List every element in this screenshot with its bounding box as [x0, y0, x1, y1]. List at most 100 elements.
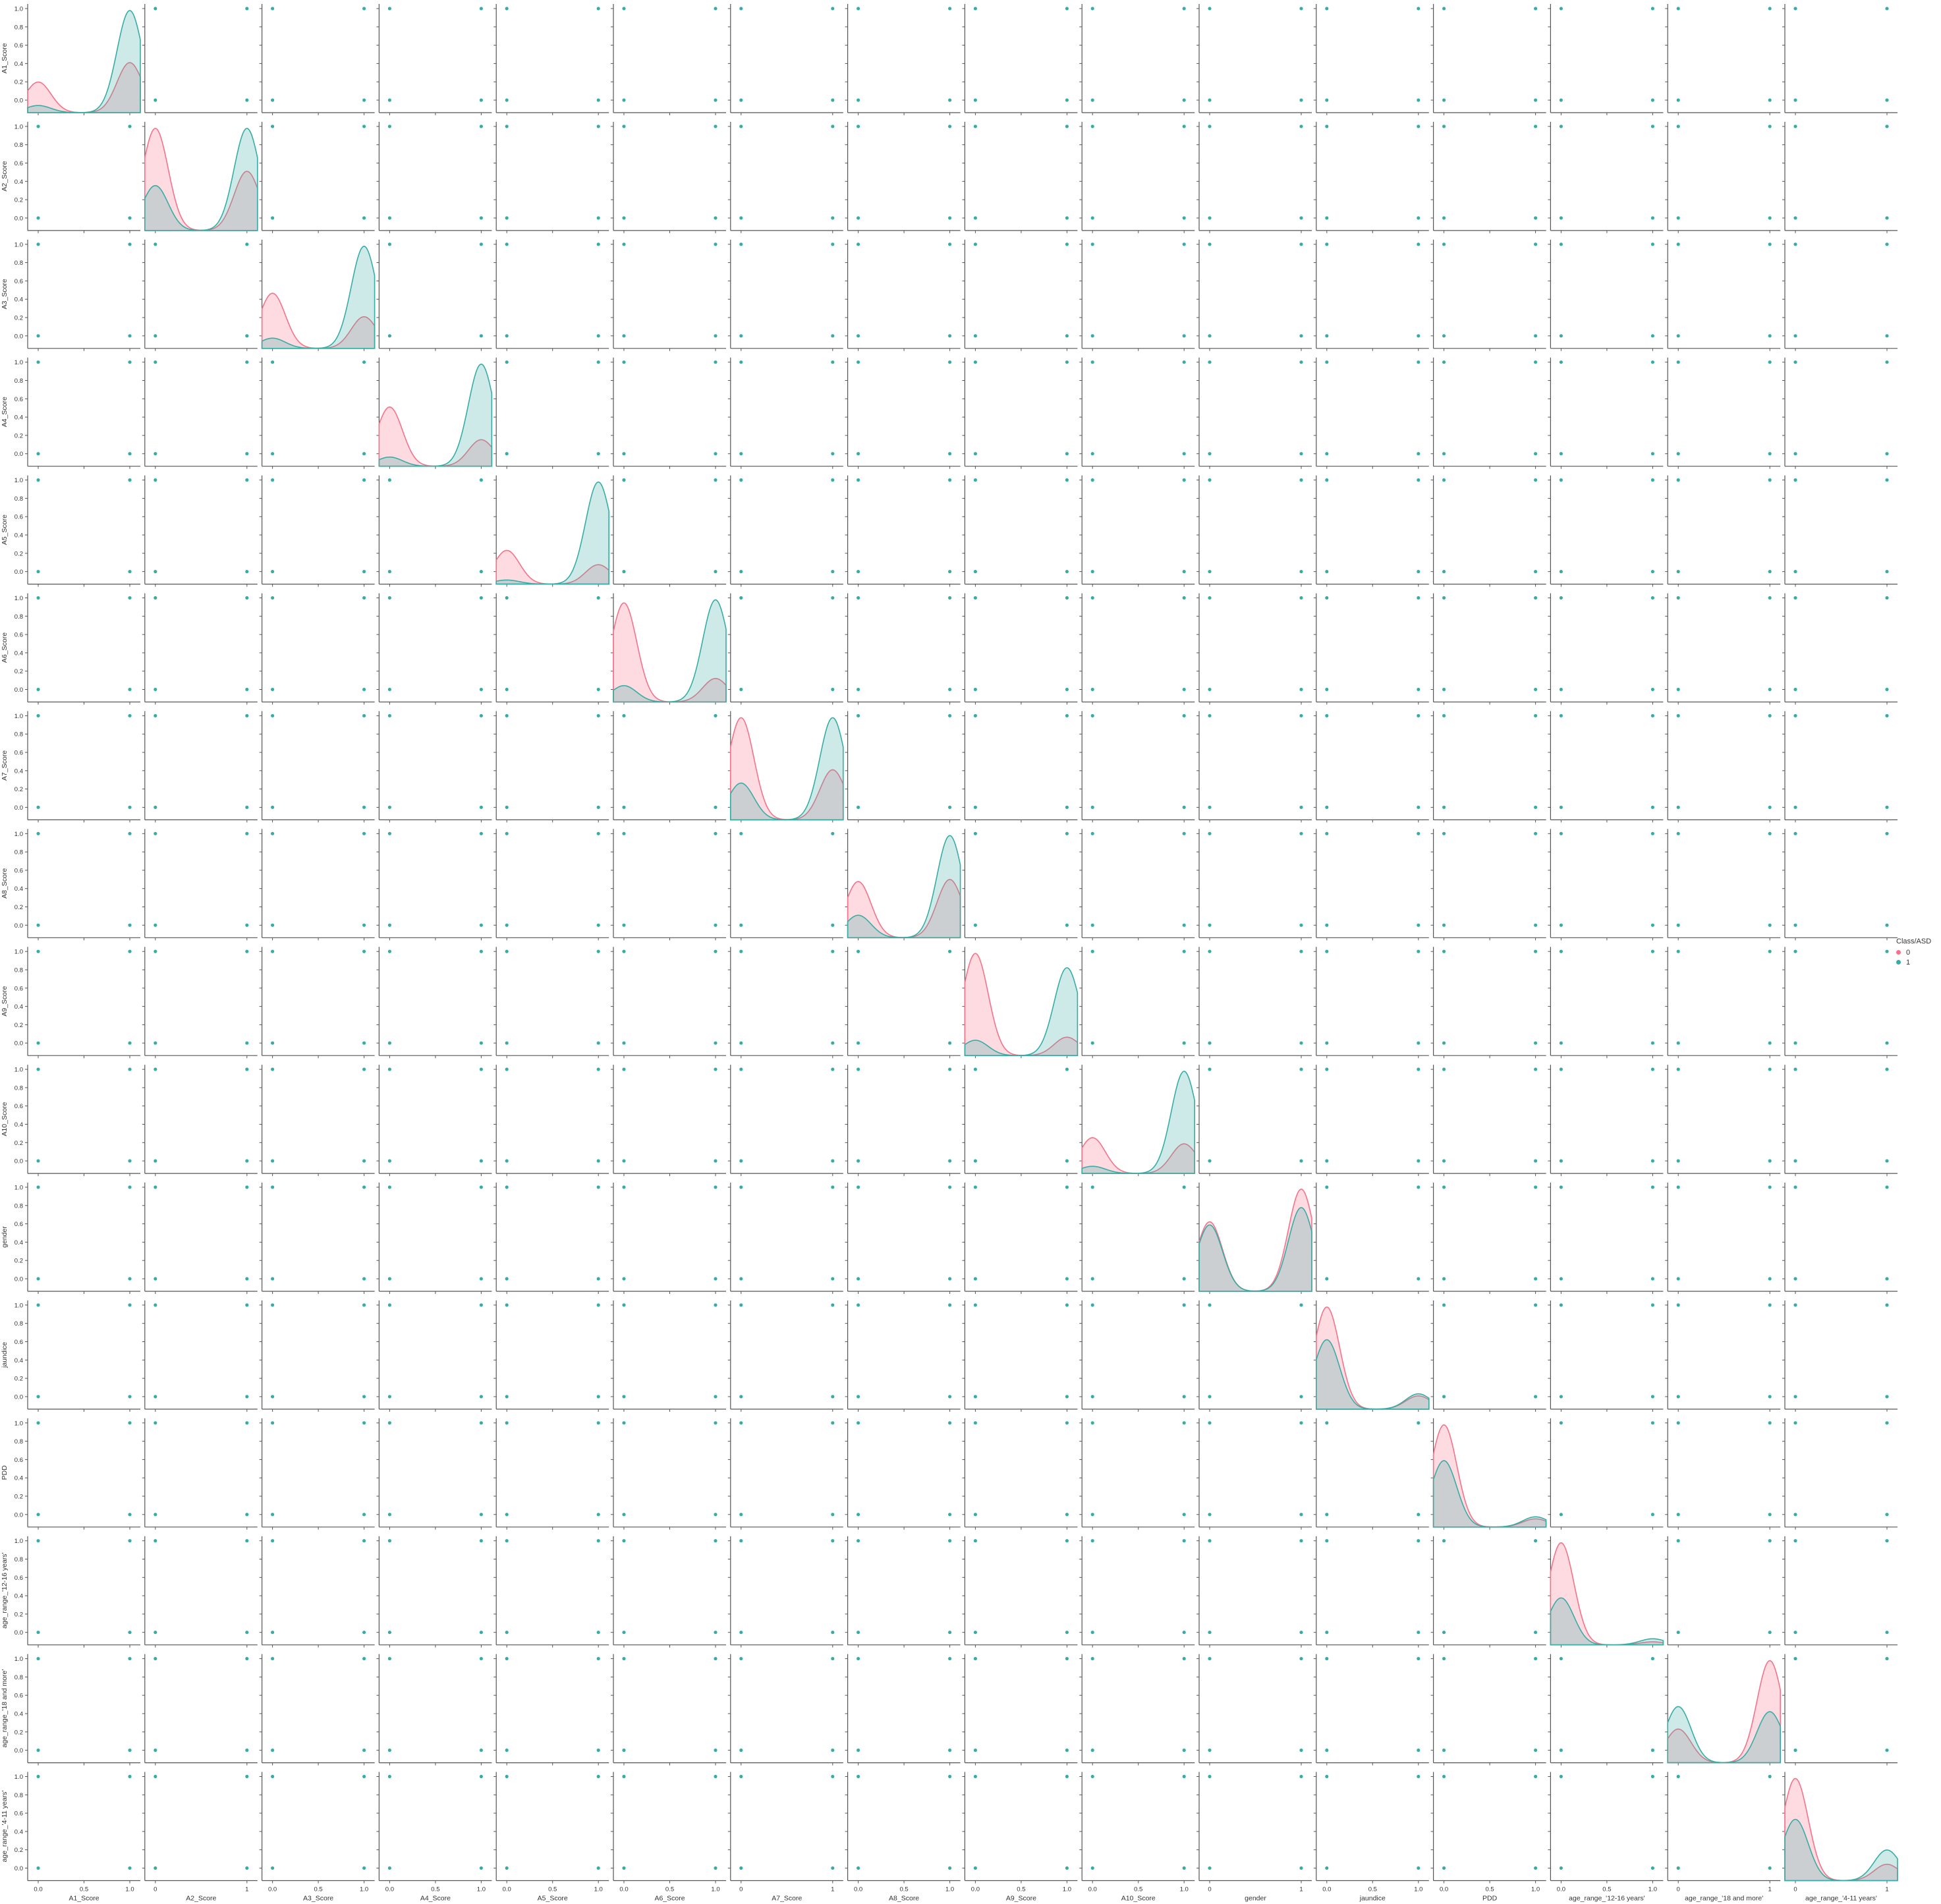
panel-r11-c2 — [260, 1301, 375, 1412]
scatter-point — [739, 570, 743, 574]
x-tick-label: 0.5 — [899, 1886, 908, 1893]
panel-r15-c8: 0.0 0.5 1.0A9_Score — [962, 1772, 1077, 1903]
x-tick-label: 1 — [245, 1886, 248, 1893]
scatter-point — [1560, 1041, 1563, 1045]
scatter-point — [1299, 1657, 1303, 1661]
kde-class1 — [1785, 1820, 1898, 1881]
scatter-point — [831, 1041, 835, 1045]
scatter-point — [974, 1631, 978, 1635]
scatter-point — [596, 1513, 600, 1517]
y-tick-label: 0.4 — [14, 1003, 23, 1011]
scatter-point — [948, 1866, 952, 1870]
panel-r13-c6 — [728, 1536, 843, 1648]
scatter-point — [1417, 1749, 1421, 1752]
y-tick-label: 0.8 — [14, 495, 23, 503]
panel-r14-c14 — [1665, 1654, 1780, 1766]
scatter-point — [1560, 125, 1563, 128]
scatter-point — [1325, 125, 1329, 128]
scatter-point — [1299, 714, 1303, 718]
panel-r15-c5: 0.0 0.5 1.0A6_Score — [611, 1772, 726, 1903]
scatter-point — [714, 98, 717, 102]
scatter-point — [1442, 1631, 1446, 1635]
scatter-point — [1417, 125, 1421, 128]
y-tick-label: 0.8 — [14, 1202, 23, 1210]
scatter-point — [1417, 1775, 1421, 1779]
scatter-point — [362, 360, 366, 364]
y-tick-label: 0.6 — [14, 514, 23, 521]
scatter-point — [1768, 924, 1772, 928]
scatter-point — [1090, 98, 1094, 102]
panel-r9-c2 — [260, 1065, 375, 1176]
panel-r5-c9 — [1079, 594, 1195, 705]
scatter-point — [1208, 1303, 1212, 1307]
scatter-point — [1065, 1539, 1069, 1543]
scatter-point — [974, 216, 978, 220]
scatter-point — [1676, 242, 1680, 246]
y-tick-label: 0.2 — [14, 1022, 23, 1029]
scatter-point — [128, 596, 132, 600]
scatter-point — [271, 924, 275, 928]
scatter-point — [1676, 924, 1680, 928]
scatter-point — [1793, 334, 1797, 338]
y-tick-label: 0.6 — [14, 1457, 23, 1464]
panel-r2-c15 — [1782, 240, 1898, 351]
scatter-point — [1182, 924, 1186, 928]
scatter-point — [1560, 1749, 1563, 1752]
y-tick-label: 0.8 — [14, 24, 23, 31]
scatter-point — [1442, 1866, 1446, 1870]
scatter-point — [1208, 570, 1212, 574]
scatter-point — [1442, 334, 1446, 338]
scatter-point — [1793, 125, 1797, 128]
scatter-point — [271, 832, 275, 836]
panel-r9-c5 — [611, 1065, 726, 1176]
x-tick-label: 1.0 — [945, 1886, 954, 1893]
scatter-point — [831, 596, 835, 600]
scatter-point — [1651, 714, 1655, 718]
scatter-point — [128, 478, 132, 482]
scatter-point — [36, 1539, 40, 1543]
scatter-point — [739, 98, 743, 102]
scatter-point — [480, 216, 484, 220]
scatter-point — [1651, 216, 1655, 220]
scatter-point — [1325, 216, 1329, 220]
scatter-point — [271, 806, 275, 810]
scatter-point — [388, 1421, 392, 1425]
scatter-point — [36, 242, 40, 246]
scatter-point — [1065, 832, 1069, 836]
scatter-point — [622, 1631, 626, 1635]
panel-r12-c1 — [142, 1418, 258, 1530]
panel-r2-c8 — [962, 240, 1077, 351]
scatter-point — [857, 360, 860, 364]
scatter-point — [1065, 1185, 1069, 1189]
scatter-point — [245, 1421, 249, 1425]
scatter-point — [505, 1067, 509, 1071]
scatter-point — [388, 1185, 392, 1189]
scatter-point — [154, 949, 157, 953]
x-axis-label: A9_Score — [1006, 1895, 1036, 1903]
panel-r14-c15 — [1782, 1654, 1898, 1766]
scatter-point — [154, 242, 157, 246]
scatter-point — [36, 1657, 40, 1661]
x-axis-label: A3_Score — [303, 1895, 333, 1903]
scatter-point — [974, 1866, 978, 1870]
scatter-point — [1651, 1277, 1655, 1281]
scatter-point — [596, 1421, 600, 1425]
scatter-point — [857, 1631, 860, 1635]
panel-r4-c2 — [260, 476, 375, 587]
scatter-point — [36, 714, 40, 718]
scatter-point — [1417, 452, 1421, 456]
scatter-point — [1442, 1185, 1446, 1189]
scatter-point — [245, 832, 249, 836]
scatter-point — [1534, 1277, 1538, 1281]
scatter-point — [974, 452, 978, 456]
scatter-point — [857, 1277, 860, 1281]
scatter-point — [1534, 7, 1538, 11]
scatter-point — [1885, 216, 1889, 220]
kde-class1 — [1316, 1340, 1429, 1409]
x-tick-label: 0.5 — [665, 1886, 674, 1893]
panel-r10-c15 — [1782, 1183, 1898, 1294]
scatter-point — [974, 1395, 978, 1399]
scatter-point — [388, 1395, 392, 1399]
scatter-point — [154, 1539, 157, 1543]
scatter-point — [714, 1041, 717, 1045]
